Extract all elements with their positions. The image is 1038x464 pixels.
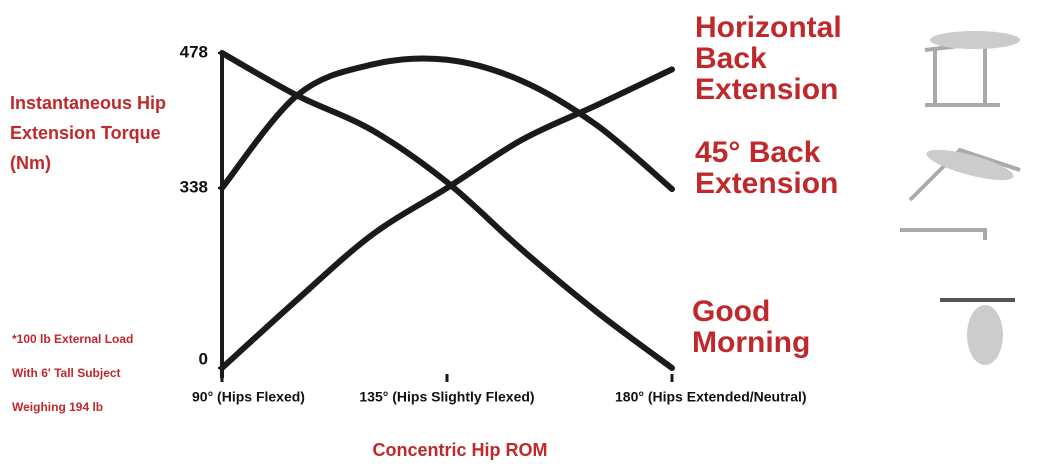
series-line: [222, 69, 672, 368]
series-label: Horizontal Back Extension: [695, 12, 870, 105]
x-tick-label: 135° (Hips Slightly Flexed): [359, 389, 534, 405]
series-label: Good Morning: [692, 296, 867, 358]
x-tick-label: 180° (Hips Extended/Neutral): [615, 389, 807, 405]
illustration: [900, 31, 1020, 365]
series-label: 45° Back Extension: [695, 137, 870, 199]
y-tick-label: 0: [199, 349, 208, 368]
x-tick-label: 90° (Hips Flexed): [192, 389, 305, 405]
y-tick-label: 478: [180, 42, 208, 61]
y-axis-label: Instantaneous Hip Extension Torque (Nm): [10, 88, 168, 178]
note: *100 lb External Load With 6' Tall Subje…: [12, 322, 162, 424]
page: {"chart_data": {"type": "line", "y_label…: [0, 0, 1038, 464]
y-tick-label: 338: [180, 177, 208, 196]
x-axis-label: Concentric Hip ROM: [0, 440, 920, 461]
series-line: [222, 58, 672, 189]
